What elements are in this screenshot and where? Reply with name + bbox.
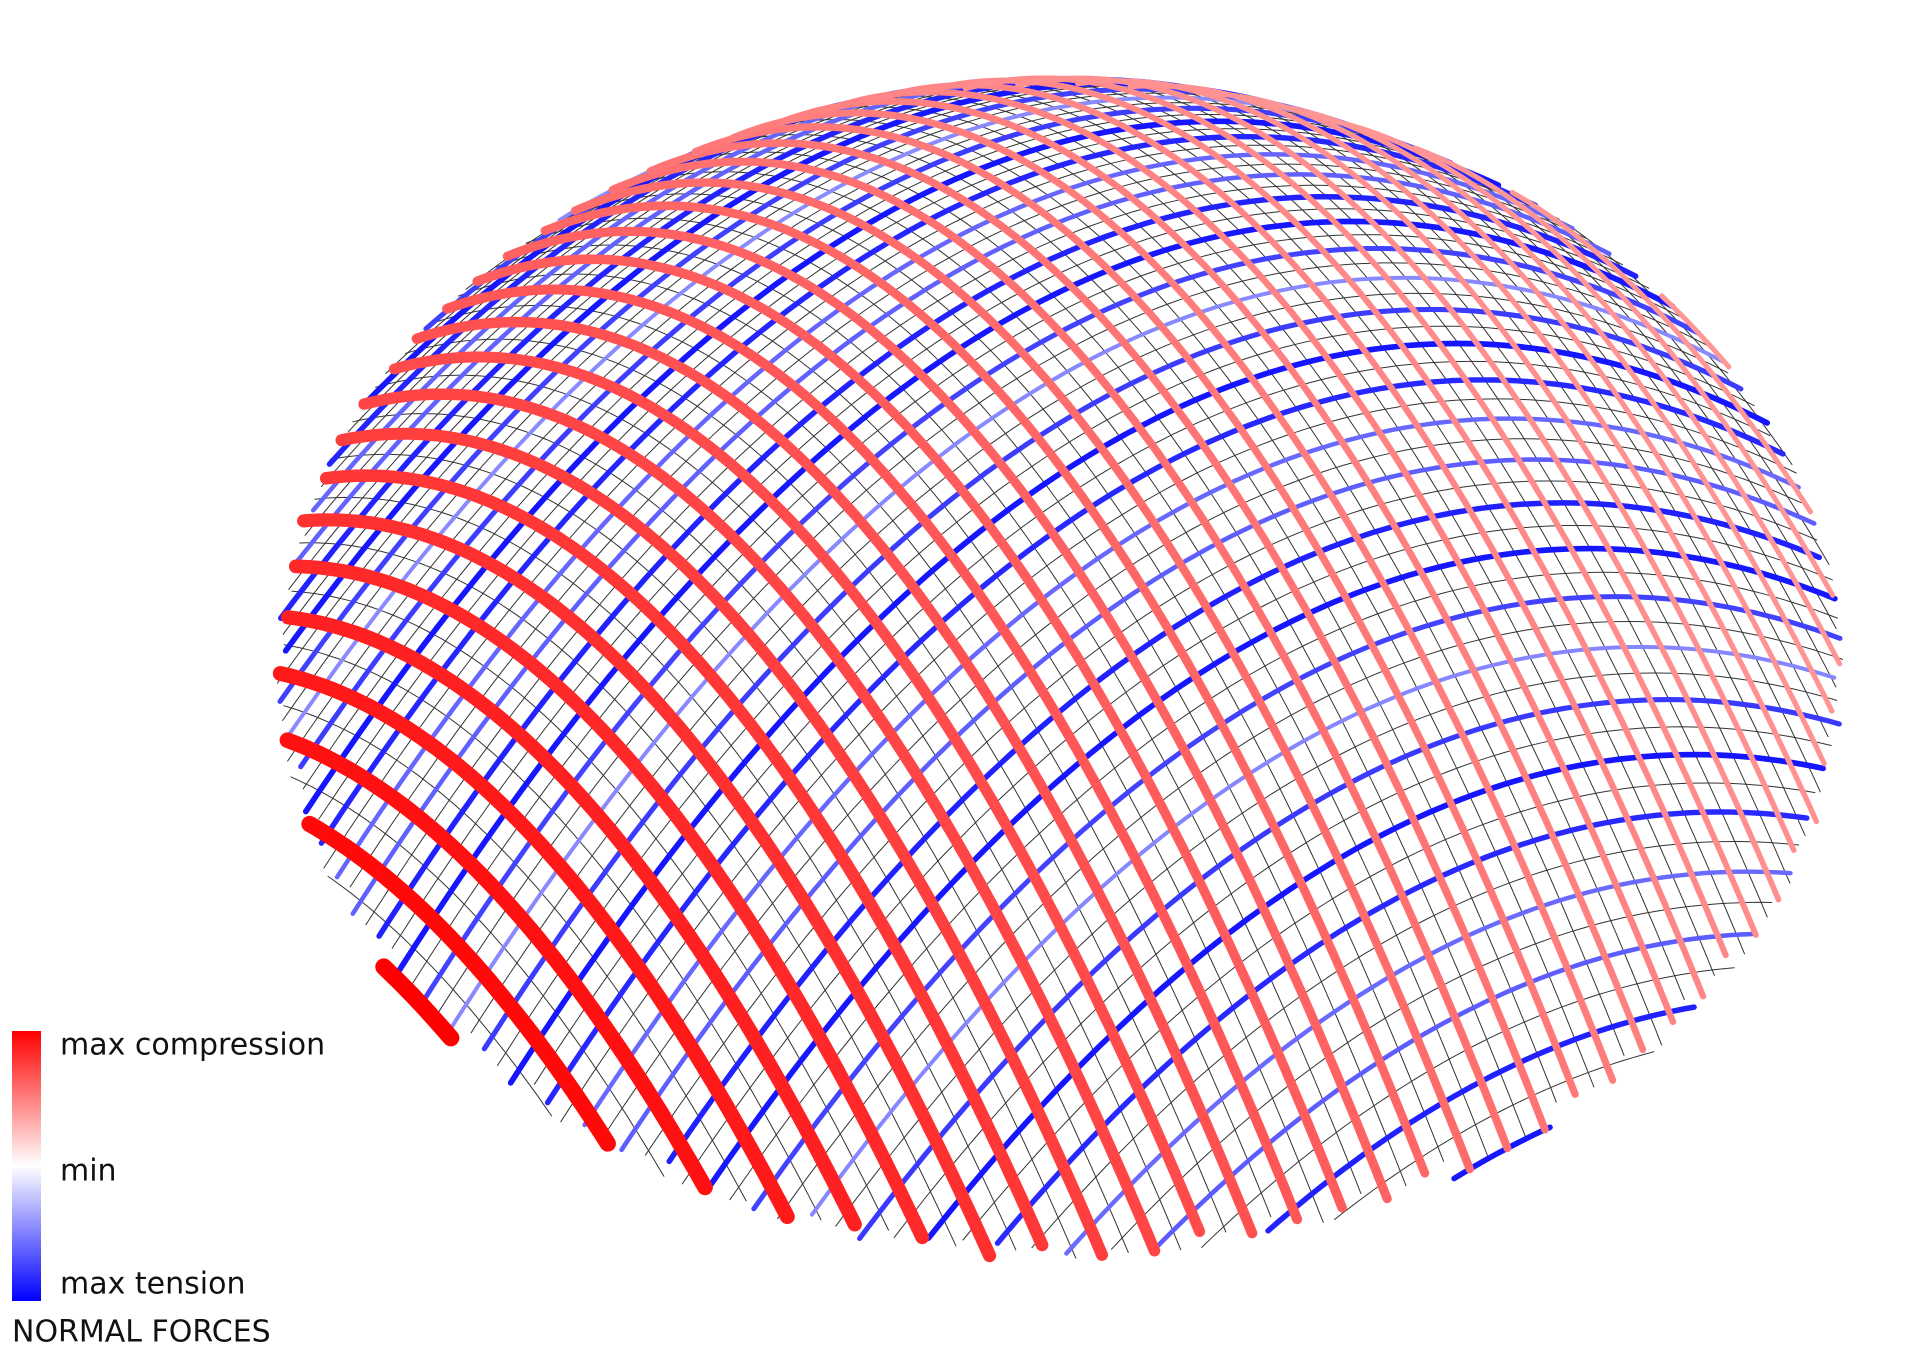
mesh-line <box>277 85 1343 684</box>
compression-member <box>502 226 1392 1204</box>
legend: max compression min max tension NORMAL F… <box>12 1028 325 1350</box>
compression-member <box>279 732 713 1196</box>
legend-title: NORMAL FORCES <box>12 1315 271 1350</box>
gridshell-dome <box>272 75 1843 1263</box>
compression-member <box>1659 293 1732 370</box>
compression-member <box>442 284 1303 1225</box>
compression-member <box>272 666 795 1225</box>
compression-member <box>358 388 1161 1257</box>
legend-label: max tension <box>60 1267 245 1302</box>
compression-member <box>288 559 930 1245</box>
mesh-line <box>681 525 1833 1185</box>
compression-member <box>1509 189 1814 515</box>
compression-member <box>472 254 1347 1213</box>
compression-member <box>917 77 1729 959</box>
compression-member <box>540 201 1430 1178</box>
compression-member <box>1412 145 1836 598</box>
compression-member <box>297 513 997 1263</box>
compression-member <box>819 88 1677 1026</box>
compression-member <box>375 958 460 1047</box>
legend-label: min <box>60 1154 117 1189</box>
legend-label: max compression <box>60 1028 325 1063</box>
compression-member <box>301 815 616 1152</box>
compression-member <box>646 139 1549 1134</box>
compression-member <box>864 82 1707 1000</box>
tension-member <box>666 500 1823 1165</box>
compression-member <box>608 157 1512 1153</box>
mesh-line <box>1267 1006 1695 1232</box>
compression-member <box>570 178 1474 1174</box>
compression-member <box>280 610 862 1232</box>
mesh-line <box>470 292 1729 1034</box>
compression-member <box>729 109 1617 1084</box>
mesh-line <box>668 502 1820 1162</box>
compression-member <box>388 351 1206 1237</box>
compression-member <box>335 427 1109 1261</box>
compression-member <box>691 123 1579 1098</box>
compression-member <box>319 469 1049 1252</box>
compression-member <box>774 97 1647 1054</box>
compression-member <box>411 316 1258 1239</box>
mesh-line <box>962 782 1816 1241</box>
tension-member <box>1265 1004 1697 1234</box>
legend-color-bar <box>12 1031 41 1301</box>
